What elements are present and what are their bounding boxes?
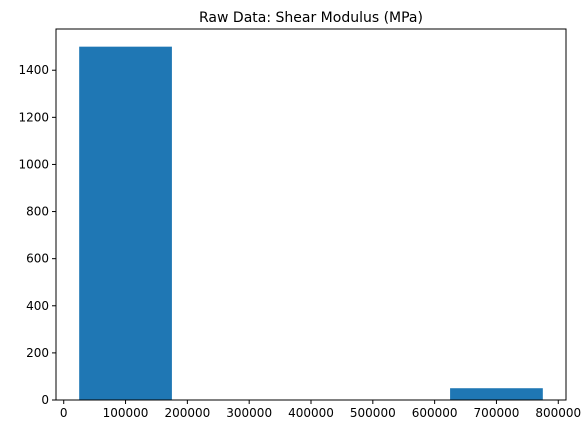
y-tick-label: 400 bbox=[26, 299, 49, 313]
x-tick-label: 700000 bbox=[474, 406, 520, 420]
axes-frame bbox=[55, 28, 567, 401]
histogram-bar bbox=[450, 388, 543, 400]
y-axis: 0 200 400 600 800 1000 1200 1400 bbox=[18, 63, 56, 407]
y-tick-label: 800 bbox=[26, 205, 49, 219]
y-tick-label: 200 bbox=[26, 346, 49, 360]
x-tick-label: 600000 bbox=[412, 406, 458, 420]
x-tick-label: 500000 bbox=[350, 406, 396, 420]
chart-title: Raw Data: Shear Modulus (MPa) bbox=[199, 10, 423, 26]
x-tick-label: 300000 bbox=[226, 406, 272, 420]
x-tick-label: 200000 bbox=[164, 406, 210, 420]
bars-layer bbox=[79, 46, 543, 401]
x-axis: 0 100000 200000 300000 400000 500000 600000 700… bbox=[60, 400, 581, 420]
histogram-bar bbox=[79, 46, 172, 401]
x-tick-label: 400000 bbox=[288, 406, 334, 420]
x-tick-label: 0 bbox=[60, 406, 68, 420]
x-tick-label: 800000 bbox=[535, 406, 581, 420]
y-tick-label: 1000 bbox=[18, 157, 49, 171]
y-tick-label: 1200 bbox=[18, 110, 49, 124]
y-tick-label: 0 bbox=[41, 393, 49, 407]
y-tick-label: 600 bbox=[26, 252, 49, 266]
x-tick-label: 100000 bbox=[103, 406, 149, 420]
y-tick-label: 1400 bbox=[18, 63, 49, 77]
